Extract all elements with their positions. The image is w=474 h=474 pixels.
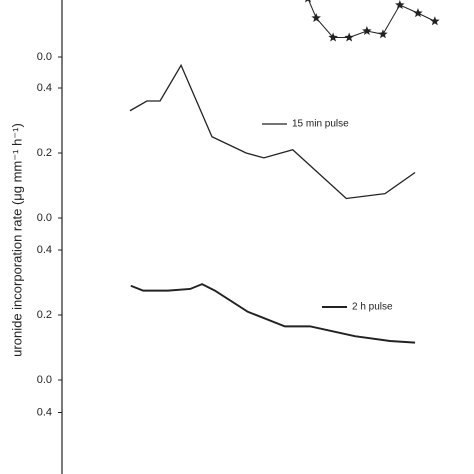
star-marker (362, 26, 372, 36)
star-marker (328, 32, 338, 42)
series-line (308, 0, 436, 38)
y-tick-label: 0.0 (37, 212, 52, 224)
star-marker (311, 13, 321, 23)
y-tick-label: 0.2 (37, 147, 52, 159)
y-tick-label: 0.0 (37, 51, 52, 63)
legend-label: 2 h pulse (352, 302, 393, 313)
series-line (129, 63, 416, 200)
series-line (130, 283, 416, 344)
star-marker (305, 0, 311, 3)
y-axis-label: uronide incorporation rate (μg mm⁻¹ h⁻¹) (9, 123, 24, 357)
y-tick-label: 0.4 (37, 244, 52, 256)
star-marker (395, 0, 405, 10)
y-tick-label: 0.2 (37, 309, 52, 321)
y-tick-label: 0.4 (37, 406, 52, 418)
y-tick-label: 0.0 (37, 374, 52, 386)
star-marker (430, 16, 440, 26)
star-marker (344, 32, 354, 42)
y-tick-label: 0.4 (37, 82, 52, 94)
legend-label: 15 min pulse (292, 119, 349, 130)
star-marker (413, 8, 423, 18)
star-marker (378, 29, 388, 39)
